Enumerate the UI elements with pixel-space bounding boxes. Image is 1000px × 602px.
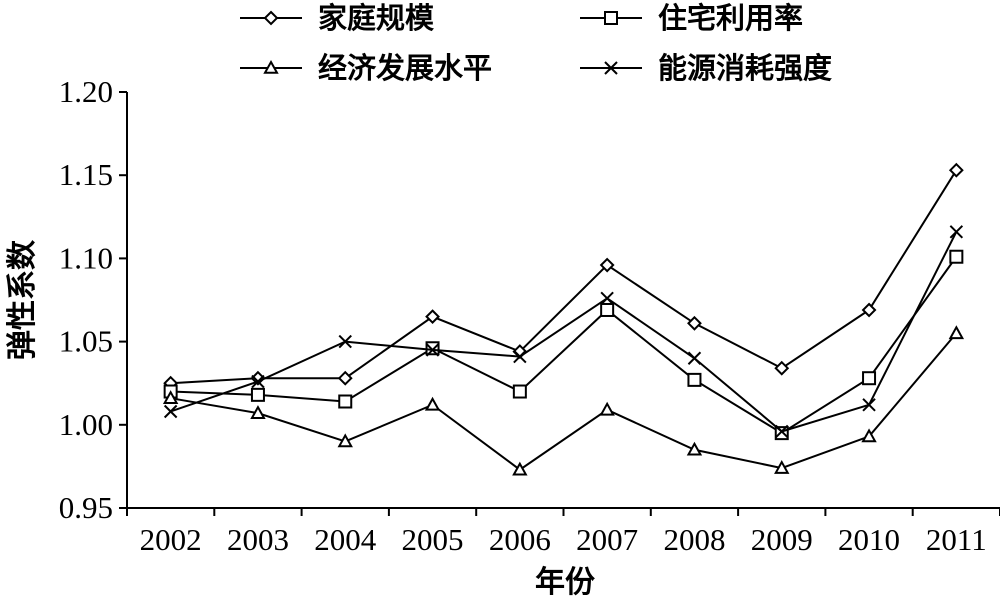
data-point	[337, 370, 353, 386]
data-point	[425, 309, 440, 325]
x-tick-label: 2005	[402, 522, 464, 557]
series-line	[170, 169, 958, 385]
data-point	[512, 384, 527, 399]
y-tick-label: 1.10	[59, 240, 113, 275]
x-tick-label: 2011	[926, 522, 987, 557]
series-line	[170, 231, 958, 433]
data-point	[948, 325, 965, 340]
data-point	[774, 360, 790, 376]
x-tick-label: 2004	[314, 522, 377, 557]
data-point	[425, 343, 440, 357]
data-point	[687, 315, 702, 331]
legend-item: 能源消耗强度	[580, 51, 832, 85]
data-point	[687, 351, 702, 365]
y-tick-label: 1.05	[59, 324, 113, 359]
data-point	[861, 302, 877, 318]
y-tick-label: 1.20	[59, 74, 113, 109]
series-2	[163, 249, 964, 441]
x-tick-label: 2006	[489, 522, 551, 557]
data-point	[512, 461, 528, 476]
data-point	[337, 433, 353, 448]
legend-item: 经济发展水平	[240, 51, 492, 85]
legend-label: 经济发展水平	[318, 51, 492, 85]
legend-marker	[604, 61, 618, 75]
legend-label: 住宅利用率	[658, 1, 803, 35]
data-point	[599, 257, 615, 273]
data-point	[949, 225, 964, 239]
y-tick-label: 1.15	[59, 157, 113, 192]
series-line	[170, 332, 958, 471]
data-point	[775, 424, 789, 439]
legend-label: 家庭规模	[318, 1, 435, 35]
data-point	[163, 404, 178, 419]
y-tick-label: 0.95	[59, 490, 113, 525]
data-point	[599, 401, 615, 416]
x-tick-label: 2003	[227, 522, 289, 557]
data-point	[425, 341, 440, 356]
x-tick-label: 2007	[576, 522, 638, 557]
y-axis-title: 弹性系数	[5, 239, 40, 360]
data-point	[774, 460, 790, 474]
data-point	[338, 394, 353, 409]
data-point	[687, 372, 702, 387]
x-tick-label: 2002	[140, 522, 202, 557]
data-point	[600, 291, 614, 306]
legend-item: 家庭规模	[240, 1, 435, 35]
legend-item: 住宅利用率	[580, 1, 803, 35]
data-point	[251, 374, 265, 389]
legend-marker	[263, 10, 279, 26]
data-point	[948, 162, 964, 178]
data-point	[162, 390, 179, 404]
data-point	[949, 249, 964, 264]
axes: 0.95 1.00 1.05 1.10 1.15 1.20 2002 2003 2004 2005…	[59, 74, 1000, 557]
data-point	[862, 371, 877, 386]
legend-marker	[604, 11, 618, 25]
x-tick-label: 2009	[751, 522, 813, 557]
series-3	[162, 325, 965, 476]
data-point	[513, 349, 527, 364]
data-point	[862, 398, 876, 412]
data-point	[686, 441, 703, 456]
y-tick-label: 1.00	[59, 407, 113, 442]
data-point	[424, 396, 441, 411]
series-line	[170, 256, 958, 435]
data-point	[861, 428, 877, 443]
x-tick-label: 2008	[663, 522, 725, 557]
series-layer	[162, 162, 965, 476]
series-4	[163, 225, 964, 439]
x-axis-title: 年份	[535, 565, 595, 600]
x-tick-label: 2010	[838, 522, 900, 557]
data-point	[338, 334, 352, 349]
data-point	[600, 302, 615, 317]
legend-marker	[263, 59, 279, 74]
series-1	[163, 162, 964, 391]
data-point	[250, 405, 266, 419]
legend-label: 能源消耗强度	[658, 51, 832, 85]
data-point	[250, 387, 265, 402]
